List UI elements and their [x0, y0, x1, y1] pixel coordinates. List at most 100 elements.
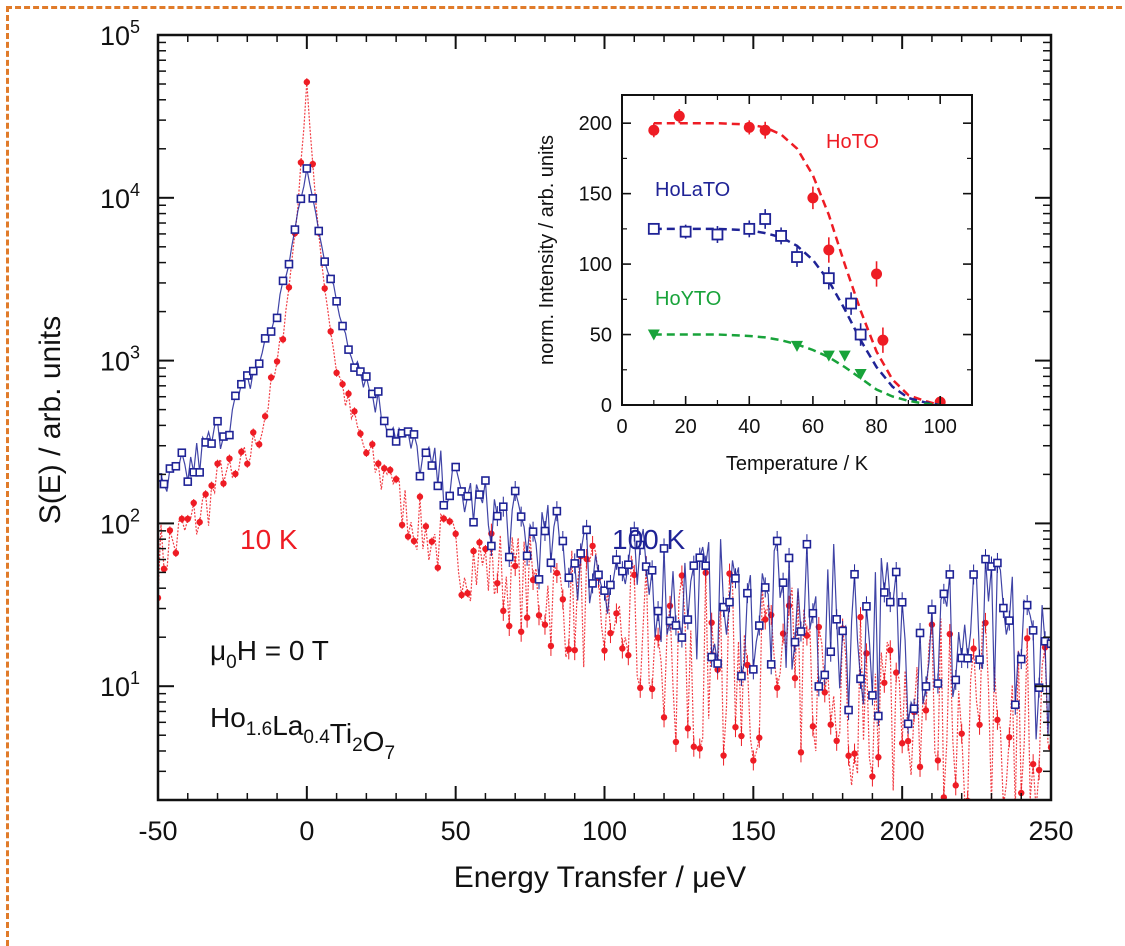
data-point-100k: [665, 616, 675, 626]
data-point-10k: [797, 749, 805, 756]
data-point-10k: [696, 745, 703, 752]
data-point-100k: [719, 602, 728, 612]
data-point-10k: [952, 782, 959, 789]
data-point-100k: [1022, 600, 1032, 610]
x-tick-label: 100: [582, 816, 627, 846]
fit-curve-hoyto: [653, 333, 941, 405]
data-point-10k: [809, 723, 817, 730]
data-point-10k: [482, 545, 489, 553]
inset-legend-hoyto: HoYTO: [655, 288, 721, 310]
data-point-10k: [708, 619, 715, 626]
data-point-100k: [760, 583, 770, 592]
data-point-10k: [553, 569, 561, 577]
inset-y-tick-label: 150: [579, 184, 612, 206]
data-point-100k: [629, 527, 639, 536]
data-point-10k: [267, 374, 275, 381]
data-point-100k: [195, 468, 204, 477]
data-point-10k: [690, 743, 697, 750]
data-point-10k: [869, 773, 876, 780]
data-point-100k: [731, 574, 740, 583]
data-point-10k: [232, 470, 239, 478]
inset-point-hoto: [648, 124, 660, 136]
data-point-100k: [320, 257, 329, 266]
data-point-100k: [260, 334, 270, 343]
data-point-100k: [409, 430, 419, 439]
data-point-100k: [243, 371, 252, 380]
data-point-100k: [427, 461, 437, 470]
data-point-100k: [647, 566, 657, 575]
inset-point-holato: [743, 222, 756, 235]
data-point-10k: [190, 499, 197, 507]
data-point-10k: [946, 630, 953, 638]
data-point-10k: [226, 455, 233, 462]
data-point-100k: [540, 526, 550, 536]
data-point-10k: [166, 527, 174, 534]
data-point-100k: [695, 553, 705, 562]
data-point-100k: [183, 477, 193, 486]
data-point-10k: [494, 579, 501, 587]
data-point-100k: [915, 628, 925, 638]
data-point-10k: [398, 521, 406, 529]
data-point-100k: [868, 691, 877, 700]
data-point-10k: [791, 674, 799, 682]
data-point-100k: [254, 359, 264, 368]
data-point-100k: [594, 570, 603, 580]
data-point-10k: [184, 515, 191, 523]
data-point-10k: [666, 602, 674, 610]
data-point-100k: [290, 225, 300, 234]
series-label-100k: 100 K: [612, 524, 685, 555]
data-point-100k: [689, 561, 699, 570]
data-point-100k: [278, 276, 288, 286]
data-point-100k: [552, 506, 562, 516]
data-point-100k: [475, 490, 484, 499]
data-point-100k: [969, 570, 978, 579]
data-point-10k: [428, 538, 436, 545]
data-point-100k: [612, 555, 621, 565]
inset-point-holato: [759, 213, 772, 225]
data-point-10k: [273, 358, 281, 365]
field-annotation: μ0H = 0 T: [210, 635, 329, 673]
data-point-100k: [332, 297, 341, 306]
data-point-100k: [659, 544, 669, 553]
data-point-10k: [202, 491, 209, 498]
inset-y-axis-label: norm. Intensity / arb. units: [536, 135, 558, 365]
data-point-10k: [619, 645, 626, 652]
data-point-100k: [933, 679, 943, 688]
inset-y-tick-label: 100: [579, 254, 612, 276]
data-point-100k: [338, 321, 347, 331]
data-point-100k: [570, 559, 580, 568]
data-point-100k: [844, 705, 853, 715]
data-point-100k: [1016, 654, 1026, 664]
data-point-100k: [1028, 626, 1038, 635]
data-point-10k: [160, 565, 168, 573]
data-point-10k: [363, 449, 370, 457]
inset-series-layer: [647, 109, 946, 405]
data-point-100k: [171, 461, 181, 471]
data-point-100k: [528, 527, 538, 536]
inset-y-tick-label: 200: [579, 113, 612, 135]
data-point-10k: [238, 448, 245, 456]
data-point-10k: [750, 757, 757, 764]
data-point-100k: [498, 502, 508, 511]
x-tick-label: 150: [731, 816, 776, 846]
data-point-10k: [756, 734, 763, 741]
fit-curve-hoto: [653, 121, 941, 405]
data-point-10k: [541, 621, 549, 628]
data-point-100k: [790, 637, 800, 647]
y-tick-label: 103: [100, 343, 140, 377]
data-point-10k: [321, 285, 328, 292]
data-point-10k: [637, 684, 644, 692]
data-point-10k: [988, 801, 994, 807]
data-point-100k: [248, 366, 258, 376]
data-point-100k: [909, 704, 919, 713]
data-point-10k: [375, 460, 382, 467]
data-point-10k: [589, 542, 596, 550]
data-point-10k: [547, 642, 555, 650]
data-point-10k: [654, 634, 662, 641]
data-point-10k: [261, 413, 269, 420]
data-point-100k: [981, 554, 990, 564]
data-point-10k: [565, 646, 572, 653]
data-point-10k: [476, 539, 483, 546]
